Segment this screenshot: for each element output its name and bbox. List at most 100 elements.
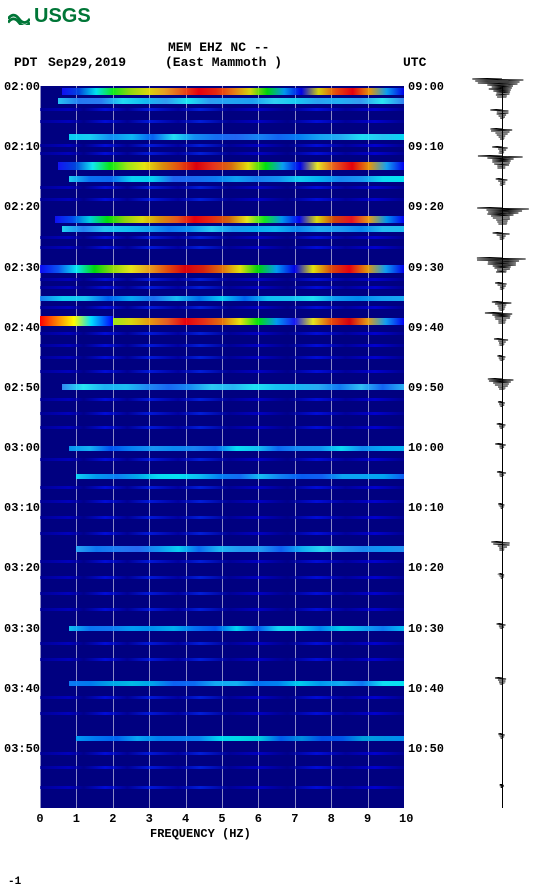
- x-tick-label: 6: [253, 812, 263, 826]
- noise-row: [40, 766, 404, 769]
- noise-row: [40, 306, 404, 309]
- seismic-event: [460, 207, 544, 225]
- seismic-event: [460, 155, 544, 169]
- noise-row: [40, 412, 404, 415]
- noise-row: [40, 356, 404, 359]
- seismic-event: [460, 784, 544, 788]
- low-freq-burst: [40, 316, 113, 326]
- noise-row: [40, 532, 404, 535]
- y-right-label: 09:10: [408, 140, 444, 154]
- seismic-event: [460, 623, 544, 629]
- seismic-event: [460, 128, 544, 140]
- noise-row: [40, 500, 404, 503]
- y-right-label: 09:40: [408, 321, 444, 335]
- noise-row: [40, 108, 404, 111]
- noise-row: [40, 786, 404, 789]
- seismic-event: [460, 146, 544, 154]
- y-right-label: 10:20: [408, 561, 444, 575]
- seismic-event: [460, 312, 544, 324]
- spectral-event: [62, 384, 404, 390]
- x-tick-label: 10: [399, 812, 409, 826]
- seismic-event: [460, 677, 544, 685]
- y-left-label: 02:50: [4, 381, 40, 395]
- y-right-label: 10:40: [408, 682, 444, 696]
- x-tick-label: 0: [35, 812, 45, 826]
- seismic-event: [460, 401, 544, 407]
- y-right-label: 10:00: [408, 441, 444, 455]
- noise-row: [40, 696, 404, 699]
- noise-row: [40, 576, 404, 579]
- spectral-event: [40, 265, 404, 273]
- y-right-label: 09:30: [408, 261, 444, 275]
- y-right-label: 10:30: [408, 622, 444, 636]
- seismic-event: [460, 282, 544, 290]
- y-right-label: 10:50: [408, 742, 444, 756]
- seismic-event: [460, 573, 544, 579]
- usgs-logo: USGS: [8, 5, 91, 28]
- x-tick-label: 2: [108, 812, 118, 826]
- gridline-v: [404, 86, 405, 808]
- date-label: Sep29,2019: [48, 55, 126, 70]
- noise-row: [40, 344, 404, 347]
- y-right-label: 09:00: [408, 80, 444, 94]
- location-label: (East Mammoth ): [165, 55, 282, 70]
- y-left-label: 02:20: [4, 200, 40, 214]
- x-tick-label: 9: [363, 812, 373, 826]
- spectral-event: [69, 134, 404, 140]
- seismic-event: [460, 301, 544, 311]
- y-right-label: 10:10: [408, 501, 444, 515]
- spectral-event: [62, 226, 404, 232]
- seismic-event: [460, 109, 544, 119]
- seismic-event: [460, 423, 544, 429]
- y-left-label: 03:50: [4, 742, 40, 756]
- noise-row: [40, 370, 404, 373]
- spectral-event: [69, 681, 404, 686]
- y-left-label: 03:30: [4, 622, 40, 636]
- noise-row: [40, 246, 404, 249]
- y-right-label: 09:50: [408, 381, 444, 395]
- spectral-event: [58, 162, 404, 170]
- seismic-event: [460, 232, 544, 240]
- tz-right-label: UTC: [403, 55, 426, 70]
- spectral-event: [76, 736, 404, 741]
- y-left-label: 02:40: [4, 321, 40, 335]
- noise-row: [40, 642, 404, 645]
- spectrogram-plot: [40, 86, 404, 808]
- y-left-label: 03:10: [4, 501, 40, 515]
- seismogram-column: [460, 86, 544, 808]
- noise-row: [40, 592, 404, 595]
- y-left-label: 02:30: [4, 261, 40, 275]
- x-tick-label: 1: [71, 812, 81, 826]
- station-code: MEM EHZ NC --: [168, 40, 269, 55]
- noise-row: [40, 486, 404, 489]
- noise-row: [40, 286, 404, 289]
- y-left-label: 03:00: [4, 441, 40, 455]
- x-tick-label: 7: [290, 812, 300, 826]
- noise-row: [40, 658, 404, 661]
- noise-row: [40, 332, 404, 335]
- x-tick-label: 8: [326, 812, 336, 826]
- x-tick-label: 3: [144, 812, 154, 826]
- noise-row: [40, 144, 404, 147]
- noise-row: [40, 752, 404, 755]
- noise-row: [40, 236, 404, 239]
- noise-row: [40, 516, 404, 519]
- spectral-event: [58, 98, 404, 104]
- gridline-v: [40, 86, 41, 808]
- y-left-label: 02:00: [4, 80, 40, 94]
- noise-row: [40, 120, 404, 123]
- noise-row: [40, 458, 404, 461]
- spectral-event: [69, 176, 404, 182]
- y-right-label: 09:20: [408, 200, 444, 214]
- tz-left-label: PDT: [14, 55, 37, 70]
- y-left-label: 02:10: [4, 140, 40, 154]
- y-left-label: 03:40: [4, 682, 40, 696]
- seismic-event: [460, 443, 544, 449]
- seismic-event: [460, 257, 544, 273]
- usgs-logo-text: USGS: [34, 5, 91, 28]
- x-axis-label: FREQUENCY (HZ): [150, 827, 251, 841]
- noise-row: [40, 398, 404, 401]
- spectral-event: [62, 88, 404, 95]
- spectral-event: [40, 296, 404, 301]
- spectral-event: [76, 474, 404, 479]
